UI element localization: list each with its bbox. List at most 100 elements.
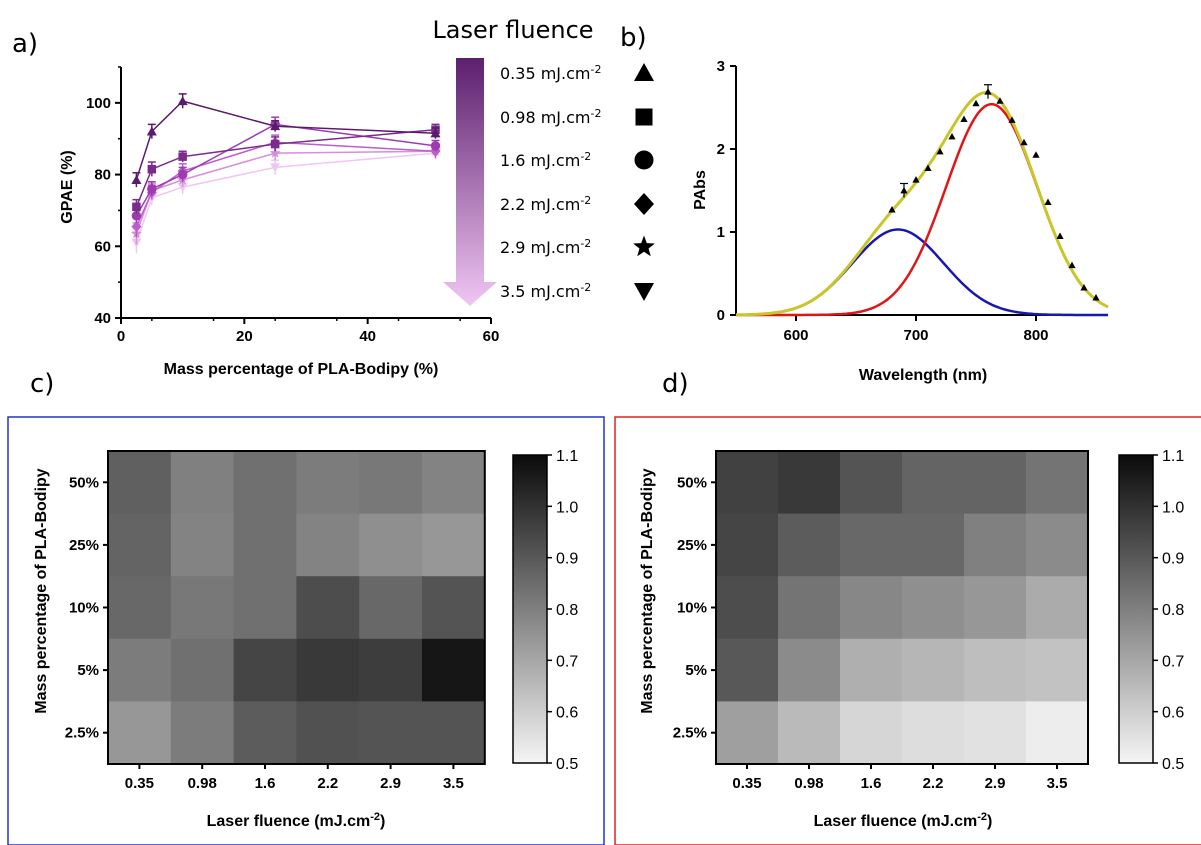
panel-d-frame (614, 416, 1201, 845)
panel-a-point (131, 174, 142, 184)
colorbar-tick-label: 0.9 (556, 551, 578, 568)
panel-b-point (912, 176, 920, 183)
fluence-gradient-arrow (443, 58, 497, 306)
heatmap-xtick-label: 3.5 (443, 775, 464, 792)
panel-d-xlabel-text: Laser fluence (mJ.cm (814, 813, 978, 830)
panel-b-ytick-label: 0 (717, 307, 725, 324)
panel-label-d: d) (662, 369, 689, 399)
legend-entry-sup: -2 (580, 281, 591, 294)
heatmap-xtick-label: 3.5 (1047, 775, 1068, 792)
colorbar-tick-label: 1.1 (556, 448, 578, 465)
heatmap-ytick-label: 25% (677, 537, 707, 554)
colorbar-tick-label: 1.0 (556, 499, 578, 516)
heatmap-cell (359, 701, 423, 765)
heatmap-cell (422, 638, 486, 702)
legend-marker-diamond (634, 193, 654, 215)
heatmap-cell (902, 451, 965, 515)
heatmap-cell (233, 451, 297, 515)
heatmap-cell (964, 576, 1027, 640)
legend-entry-label: 1.6 mJ.cm-2 (500, 150, 591, 171)
heatmap-xtick-label: 2.9 (985, 775, 1006, 792)
panel-a-point (147, 184, 157, 194)
panel-b-chart: PAbs Wavelength (nm) 0 1 2 3 600 700 800 (692, 58, 1109, 384)
legend-title: Laser fluence (432, 16, 593, 44)
legend-entry-label: 3.5 mJ.cm-2 (500, 281, 591, 302)
legend-entry-text: 3.5 mJ.cm (500, 282, 580, 301)
panel-b-gaussian-component (736, 103, 1109, 317)
legend-marker-square (635, 108, 653, 126)
panel-d-xlabel-sup: -2 (977, 811, 987, 823)
panel-b-point (960, 115, 968, 122)
legend-entry-label: 2.2 mJ.cm-2 (500, 194, 591, 215)
panel-b-xtick-label: 700 (903, 327, 928, 344)
heatmap-xtick-label: 2.9 (380, 775, 401, 792)
heatmap-cell (902, 638, 965, 702)
heatmap-cell (170, 513, 235, 577)
colorbar (512, 454, 548, 764)
panel-a-chart: GPAE (%) Mass percentage of PLA-Bodipy (… (59, 16, 655, 378)
heatmap-cell (359, 576, 423, 640)
heatmap-cell (1026, 638, 1089, 702)
heatmap-cell (170, 451, 235, 515)
panel-b-xtick-label: 800 (1023, 327, 1048, 344)
panel-c-chart: Mass percentage of PLA-Bodipy Laser flue… (33, 448, 578, 830)
panel-a-ytick-label: 60 (94, 238, 111, 255)
heatmap-cell (716, 576, 779, 640)
legend-entry-text: 2.9 mJ.cm (500, 238, 580, 257)
heatmap-cell (716, 451, 779, 515)
heatmap-cell (359, 451, 423, 515)
heatmap-xtick-label: 0.98 (188, 775, 217, 792)
panel-a-point (131, 211, 142, 221)
heatmap-cell (778, 638, 841, 702)
panel-b-point (984, 88, 992, 95)
legend-entry-sup: -2 (580, 237, 591, 250)
panel-d-xlabel-end: ) (987, 813, 992, 830)
colorbar-tick-label: 0.8 (556, 602, 578, 619)
panel-b-point (1008, 116, 1016, 123)
panel-b-total-fit (736, 90, 1109, 317)
colorbar-tick-label: 0.9 (1162, 551, 1184, 568)
panel-a-xlabel: Mass percentage of PLA-Bodipy (%) (164, 361, 439, 378)
heatmap-cell (964, 701, 1027, 765)
panel-label-b: b) (620, 23, 647, 53)
colorbar-tick-label: 0.6 (556, 705, 578, 722)
colorbar-tick-label: 1.1 (1162, 448, 1184, 465)
panel-a-point (430, 141, 441, 151)
panel-a-point (177, 183, 188, 193)
panel-label-a: a) (12, 29, 38, 59)
panel-a-point (147, 164, 157, 174)
colorbar-tick-label: 0.5 (556, 756, 578, 773)
heatmap-cell (296, 576, 360, 640)
panel-a-point (177, 169, 188, 180)
heatmap-cell (840, 451, 903, 515)
heatmap-xtick-label: 2.2 (923, 775, 944, 792)
legend-entry-text: 1.6 mJ.cm (500, 151, 580, 170)
heatmap-xtick-label: 0.35 (125, 775, 154, 792)
panel-b-ytick-label: 2 (717, 141, 725, 158)
legend-entry-sup: -2 (580, 194, 591, 207)
panel-a-point (178, 152, 187, 161)
heatmap-ytick-label: 10% (677, 600, 707, 617)
heatmap-cell (170, 638, 235, 702)
heatmap-cell (902, 513, 965, 577)
heatmap-ytick-label: 2.5% (65, 725, 99, 742)
heatmap-cell (1026, 451, 1089, 515)
heatmap-cell (233, 513, 297, 577)
heatmap-cell (422, 451, 486, 515)
panel-b-point (936, 147, 944, 155)
legend-entry-sup: -2 (590, 63, 601, 76)
panel-b-ylabel: PAbs (692, 170, 709, 210)
panel-d-chart: Mass percentage of PLA-Bodipy Laser flue… (639, 448, 1184, 830)
legend-entry-label: 2.9 mJ.cm-2 (500, 237, 591, 258)
heatmap-cell (170, 576, 235, 640)
panel-b-point (1092, 293, 1100, 301)
colorbar-tick-label: 1.0 (1162, 499, 1184, 516)
heatmap-cell (233, 701, 297, 765)
panel-a-point (131, 221, 142, 233)
heatmap-cell (233, 638, 297, 702)
heatmap-cell (296, 638, 360, 702)
heatmap-cell (359, 638, 423, 702)
panel-a-ylabel: GPAE (%) (59, 150, 76, 223)
panel-b-point (1020, 138, 1028, 146)
heatmap-cell (840, 701, 903, 765)
